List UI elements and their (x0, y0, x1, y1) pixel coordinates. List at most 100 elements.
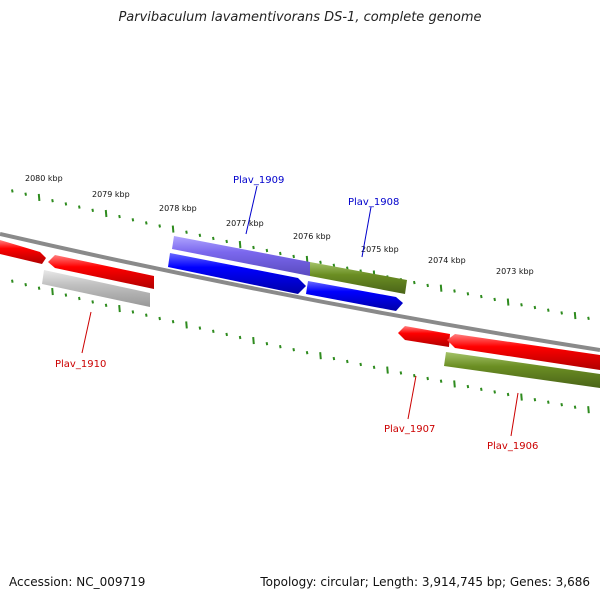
minor-tick (225, 332, 228, 337)
minor-tick (198, 233, 202, 237)
minor-tick (64, 293, 68, 297)
label-leader (510, 392, 519, 437)
major-tick (118, 305, 121, 313)
gene-arrow-red[interactable] (0, 240, 46, 264)
scale-labels: 2080 kbp 2079 kbp 2078 kbp 2077 kbp 2076… (25, 174, 534, 276)
minor-tick (145, 221, 148, 225)
minor-tick (131, 310, 135, 314)
minor-tick (91, 208, 94, 212)
label-leader (245, 185, 258, 235)
minor-tick (372, 365, 376, 369)
minor-tick (185, 230, 188, 234)
minor-tick (11, 279, 14, 283)
minor-tick (265, 342, 269, 346)
scale-label: 2080 kbp (25, 174, 63, 183)
minor-tick (466, 384, 470, 389)
major-tick (37, 193, 41, 201)
minor-tick (158, 316, 161, 321)
minor-tick (78, 205, 81, 209)
minor-tick (453, 289, 456, 293)
gene-arrow-plav-1906[interactable] (444, 352, 600, 388)
minor-tick (131, 218, 135, 222)
minor-tick (560, 403, 563, 407)
minor-tick (37, 286, 41, 290)
gene-label-plav-1908[interactable]: Plav_1908 (348, 197, 399, 208)
scale-label: 2079 kbp (92, 190, 130, 199)
scale-label: 2073 kbp (496, 267, 534, 276)
minor-tick (560, 311, 563, 315)
major-tick (252, 337, 255, 345)
major-tick (587, 406, 590, 414)
minor-tick (413, 374, 416, 378)
major-tick (319, 352, 322, 360)
gene-label-plav-1907[interactable]: Plav_1907 (384, 424, 435, 435)
minor-tick (292, 348, 295, 352)
minor-tick (332, 356, 336, 361)
minor-tick (439, 379, 443, 383)
minor-tick (198, 326, 202, 330)
major-tick (51, 288, 54, 296)
gene-label-plav-1909[interactable]: Plav_1909 (233, 175, 284, 186)
scale-label: 2074 kbp (428, 256, 466, 265)
minor-tick (238, 335, 242, 340)
minor-tick (466, 292, 470, 296)
minor-tick (413, 280, 416, 285)
major-tick (171, 225, 175, 233)
label-leader (81, 311, 92, 354)
scale-label: 2077 kbp (226, 219, 264, 228)
major-tick (386, 366, 389, 374)
gene-label-plav-1910[interactable]: Plav_1910 (55, 359, 106, 370)
major-tick (506, 298, 510, 306)
scale-label: 2076 kbp (293, 232, 331, 241)
minor-tick (252, 245, 255, 250)
minor-tick (225, 239, 228, 244)
minor-tick (426, 376, 429, 381)
minor-tick (573, 405, 577, 409)
major-tick (238, 240, 242, 249)
minor-tick (11, 189, 14, 193)
gene-arrow-plav-1909[interactable] (172, 236, 310, 276)
major-tick (439, 284, 443, 292)
minor-tick (51, 199, 54, 203)
minor-tick (279, 251, 282, 256)
minor-tick (64, 202, 68, 206)
label-leader (407, 375, 417, 420)
gene-arrow-blue[interactable] (306, 281, 403, 311)
gene-arrow-red[interactable] (447, 334, 600, 370)
minor-tick (399, 371, 403, 375)
minor-tick (171, 320, 175, 324)
gene-arrow-plav-1907[interactable] (398, 326, 450, 347)
major-tick (104, 209, 108, 218)
genome-summary-text: Topology: circular; Length: 3,914,745 bp… (260, 575, 590, 589)
scale-label: 2078 kbp (159, 204, 197, 213)
minor-tick (346, 359, 349, 364)
minor-tick (319, 260, 322, 264)
outer-scale-ticks (11, 189, 590, 320)
minor-tick (24, 192, 27, 196)
minor-tick (533, 305, 537, 310)
genome-title: Parvibaculum lavamentivorans DS-1, compl… (118, 10, 482, 25)
gene-arrow-gray[interactable] (42, 270, 150, 307)
minor-tick (332, 263, 336, 267)
minor-tick (292, 254, 295, 259)
major-tick (185, 321, 188, 329)
major-tick (453, 380, 456, 388)
gene-arrow-plav-1908[interactable] (310, 262, 407, 294)
minor-tick (493, 390, 496, 394)
label-leader (361, 206, 372, 258)
gene-arrow-blue[interactable] (168, 253, 306, 294)
minor-tick (104, 303, 108, 307)
minor-tick (520, 303, 523, 307)
minor-tick (279, 345, 282, 349)
major-tick (573, 312, 577, 320)
minor-tick (158, 224, 161, 228)
minor-tick (493, 297, 496, 302)
gene-label-plav-1906[interactable]: Plav_1906 (487, 441, 538, 452)
minor-tick (91, 300, 94, 304)
minor-tick (480, 294, 483, 299)
minor-tick (547, 308, 550, 312)
gene-arrow-plav-1910[interactable] (48, 255, 154, 289)
minor-tick (305, 351, 309, 355)
minor-tick (265, 248, 269, 253)
